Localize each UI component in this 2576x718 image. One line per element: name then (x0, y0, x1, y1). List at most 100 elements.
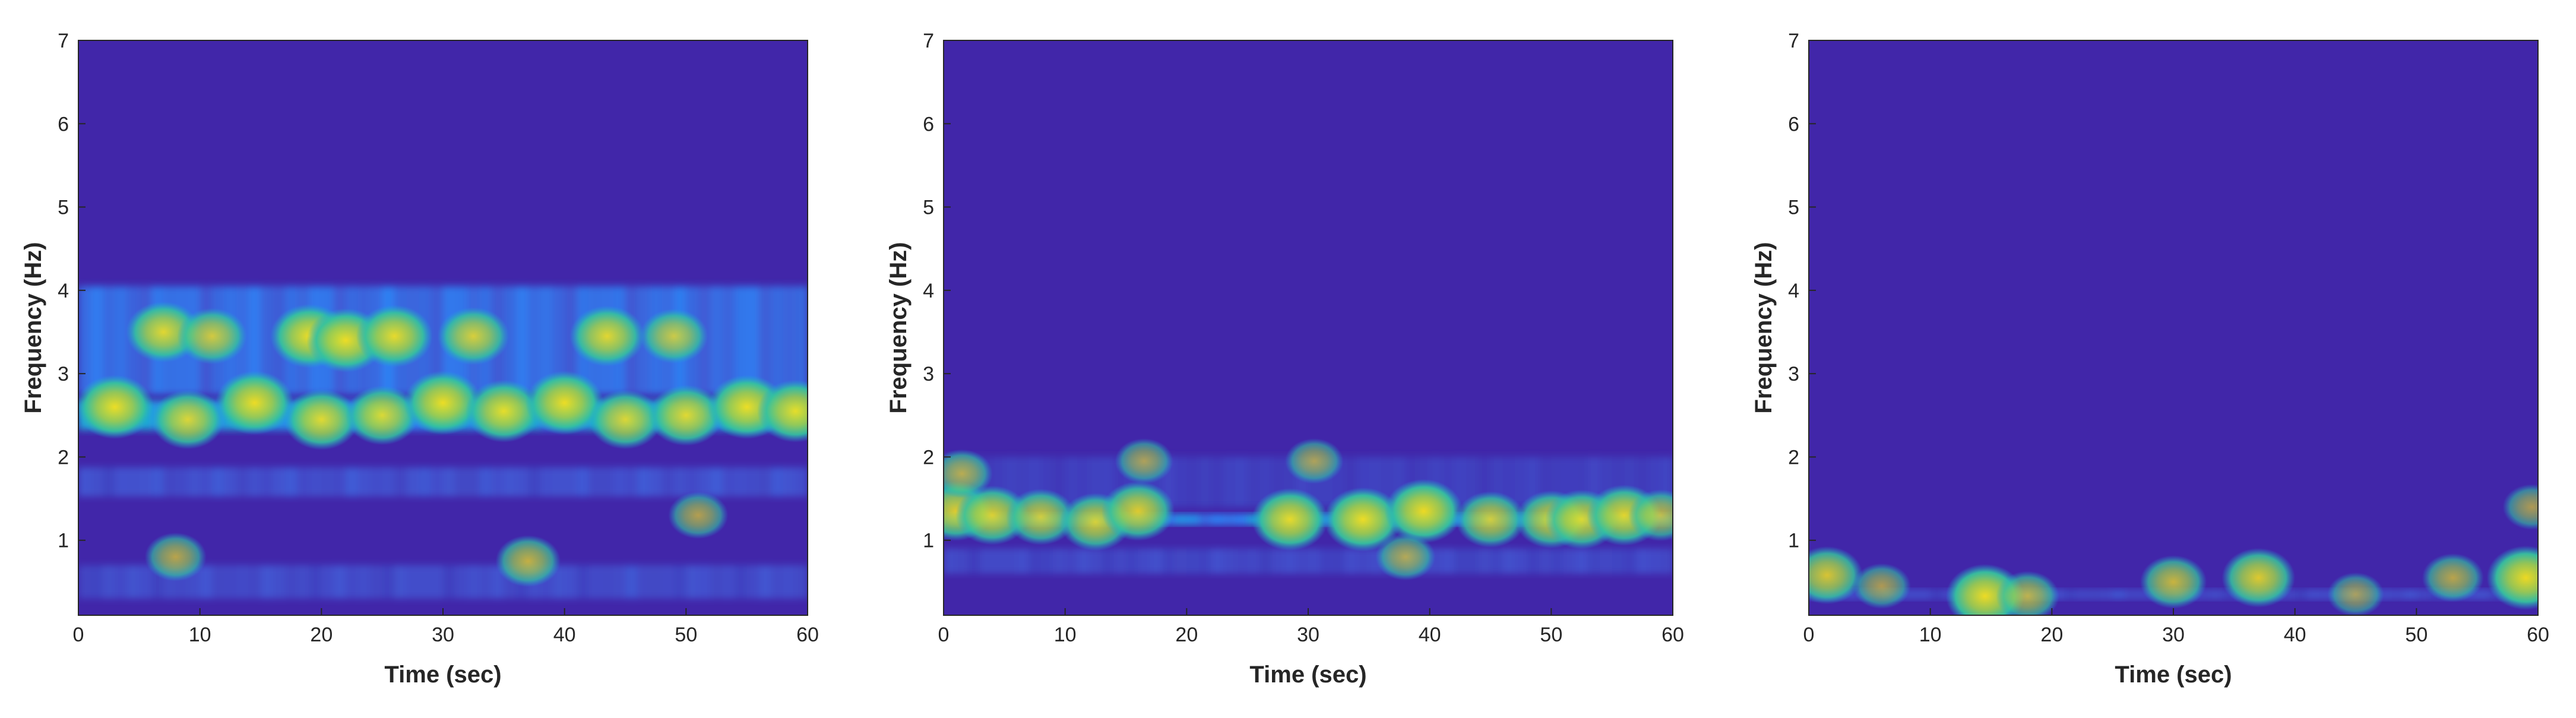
band-cell (980, 548, 993, 574)
band-cell (115, 467, 128, 497)
band-cell (771, 467, 784, 497)
band-cell (783, 286, 796, 395)
spectrogram-panel-2: 0 10 20 30 40 50 60 1 2 3 4 5 6 7 Time (sec) Frequen… (885, 30, 1684, 688)
band-cell (467, 467, 480, 497)
band-cell (1612, 548, 1625, 574)
x-axis-label: Time (sec) (384, 662, 501, 688)
band-cell (783, 565, 796, 599)
band-cell (1198, 514, 1212, 525)
power-hotspot (1375, 533, 1436, 581)
band-cell (564, 467, 578, 497)
power-hotspot (2502, 484, 2538, 530)
x-tick-label: 30 (432, 624, 454, 646)
power-hotspot (525, 371, 604, 435)
x-axis-label: Time (sec) (1249, 662, 1366, 688)
band-cell (370, 565, 383, 599)
band-cell (1308, 548, 1321, 574)
band-cell (236, 467, 249, 497)
band-cell (2100, 589, 2113, 600)
y-tick-label: 5 (923, 197, 934, 219)
band-cell (528, 467, 541, 497)
band-cell (1211, 548, 1224, 574)
band-cell (1065, 457, 1078, 507)
band-cell (126, 467, 140, 497)
band-cell (759, 286, 772, 395)
band-cell (1575, 548, 1588, 574)
band-cell (1004, 548, 1017, 574)
plot-area (78, 40, 808, 615)
x-tick-label: 20 (2040, 624, 2063, 646)
y-tick-label: 2 (58, 446, 69, 469)
band-cell (746, 565, 760, 599)
band-cell (151, 467, 164, 497)
band-cell (1113, 548, 1126, 574)
band-cell (248, 467, 261, 497)
power-hotspot (648, 384, 724, 446)
band-cell (357, 565, 371, 599)
band-cell (771, 286, 784, 395)
power-hotspot (569, 305, 645, 367)
band-cell (200, 467, 213, 497)
band-cell (552, 467, 565, 497)
band-cell (1028, 548, 1042, 574)
band-cell (735, 467, 748, 497)
band-cell (1186, 548, 1200, 574)
band-cell (188, 467, 201, 497)
band-cell (431, 467, 444, 497)
band-cell (540, 286, 553, 395)
band-cell (601, 467, 614, 497)
band-cell (2477, 589, 2490, 600)
band-cell (1478, 548, 1491, 574)
band-cell (564, 565, 578, 599)
band-cell (504, 286, 517, 395)
band-cell (1077, 548, 1090, 574)
band-cell (212, 467, 225, 497)
band-cell (1138, 548, 1151, 574)
band-cell (2307, 589, 2320, 600)
band-cell (783, 467, 796, 497)
y-tick-label: 4 (1788, 280, 1799, 302)
x-tick-label: 60 (2527, 624, 2549, 646)
band-cell (2064, 589, 2077, 600)
band-cell (1490, 548, 1504, 574)
power-hotspot (215, 371, 294, 435)
band-cell (528, 286, 541, 395)
band-cell (722, 467, 736, 497)
y-tick-label: 6 (1788, 113, 1799, 135)
power-hotspot (345, 385, 419, 445)
x-tick-label: 50 (675, 624, 697, 646)
x-tick-label: 30 (2162, 624, 2185, 646)
band-cell (1296, 548, 1309, 574)
band-cell (394, 467, 407, 497)
band-cell (139, 467, 152, 497)
x-tick-label: 20 (1175, 624, 1198, 646)
band-cell (1600, 548, 1613, 574)
band-cell (577, 467, 590, 497)
band-cell (795, 565, 808, 599)
x-tick-label: 50 (1540, 624, 1562, 646)
y-tick-label: 1 (1788, 530, 1799, 552)
band-cell (115, 565, 128, 599)
band-cell (419, 467, 432, 497)
band-cell (1174, 548, 1188, 574)
band-cell (175, 467, 189, 497)
band-cell (613, 565, 626, 599)
band-cell (759, 565, 772, 599)
band-cell (1539, 548, 1552, 574)
power-hotspot (1101, 481, 1175, 541)
spectral-band (944, 548, 1673, 574)
x-tick-labels: 0 10 20 30 40 50 60 (73, 608, 819, 646)
band-cell (115, 286, 128, 395)
x-tick-labels: 0 10 20 30 40 50 60 (938, 608, 1684, 646)
band-cell (1150, 548, 1163, 574)
band-cell (1223, 457, 1236, 507)
band-cell (1247, 457, 1261, 507)
power-hotspot (1455, 491, 1526, 548)
x-tick-label: 40 (553, 624, 576, 646)
band-cell (637, 467, 650, 497)
band-cell (625, 467, 638, 497)
power-hotspot (2221, 548, 2296, 608)
band-cell (1186, 514, 1200, 525)
band-cell (1065, 548, 1078, 574)
x-tick-label: 30 (1297, 624, 1319, 646)
